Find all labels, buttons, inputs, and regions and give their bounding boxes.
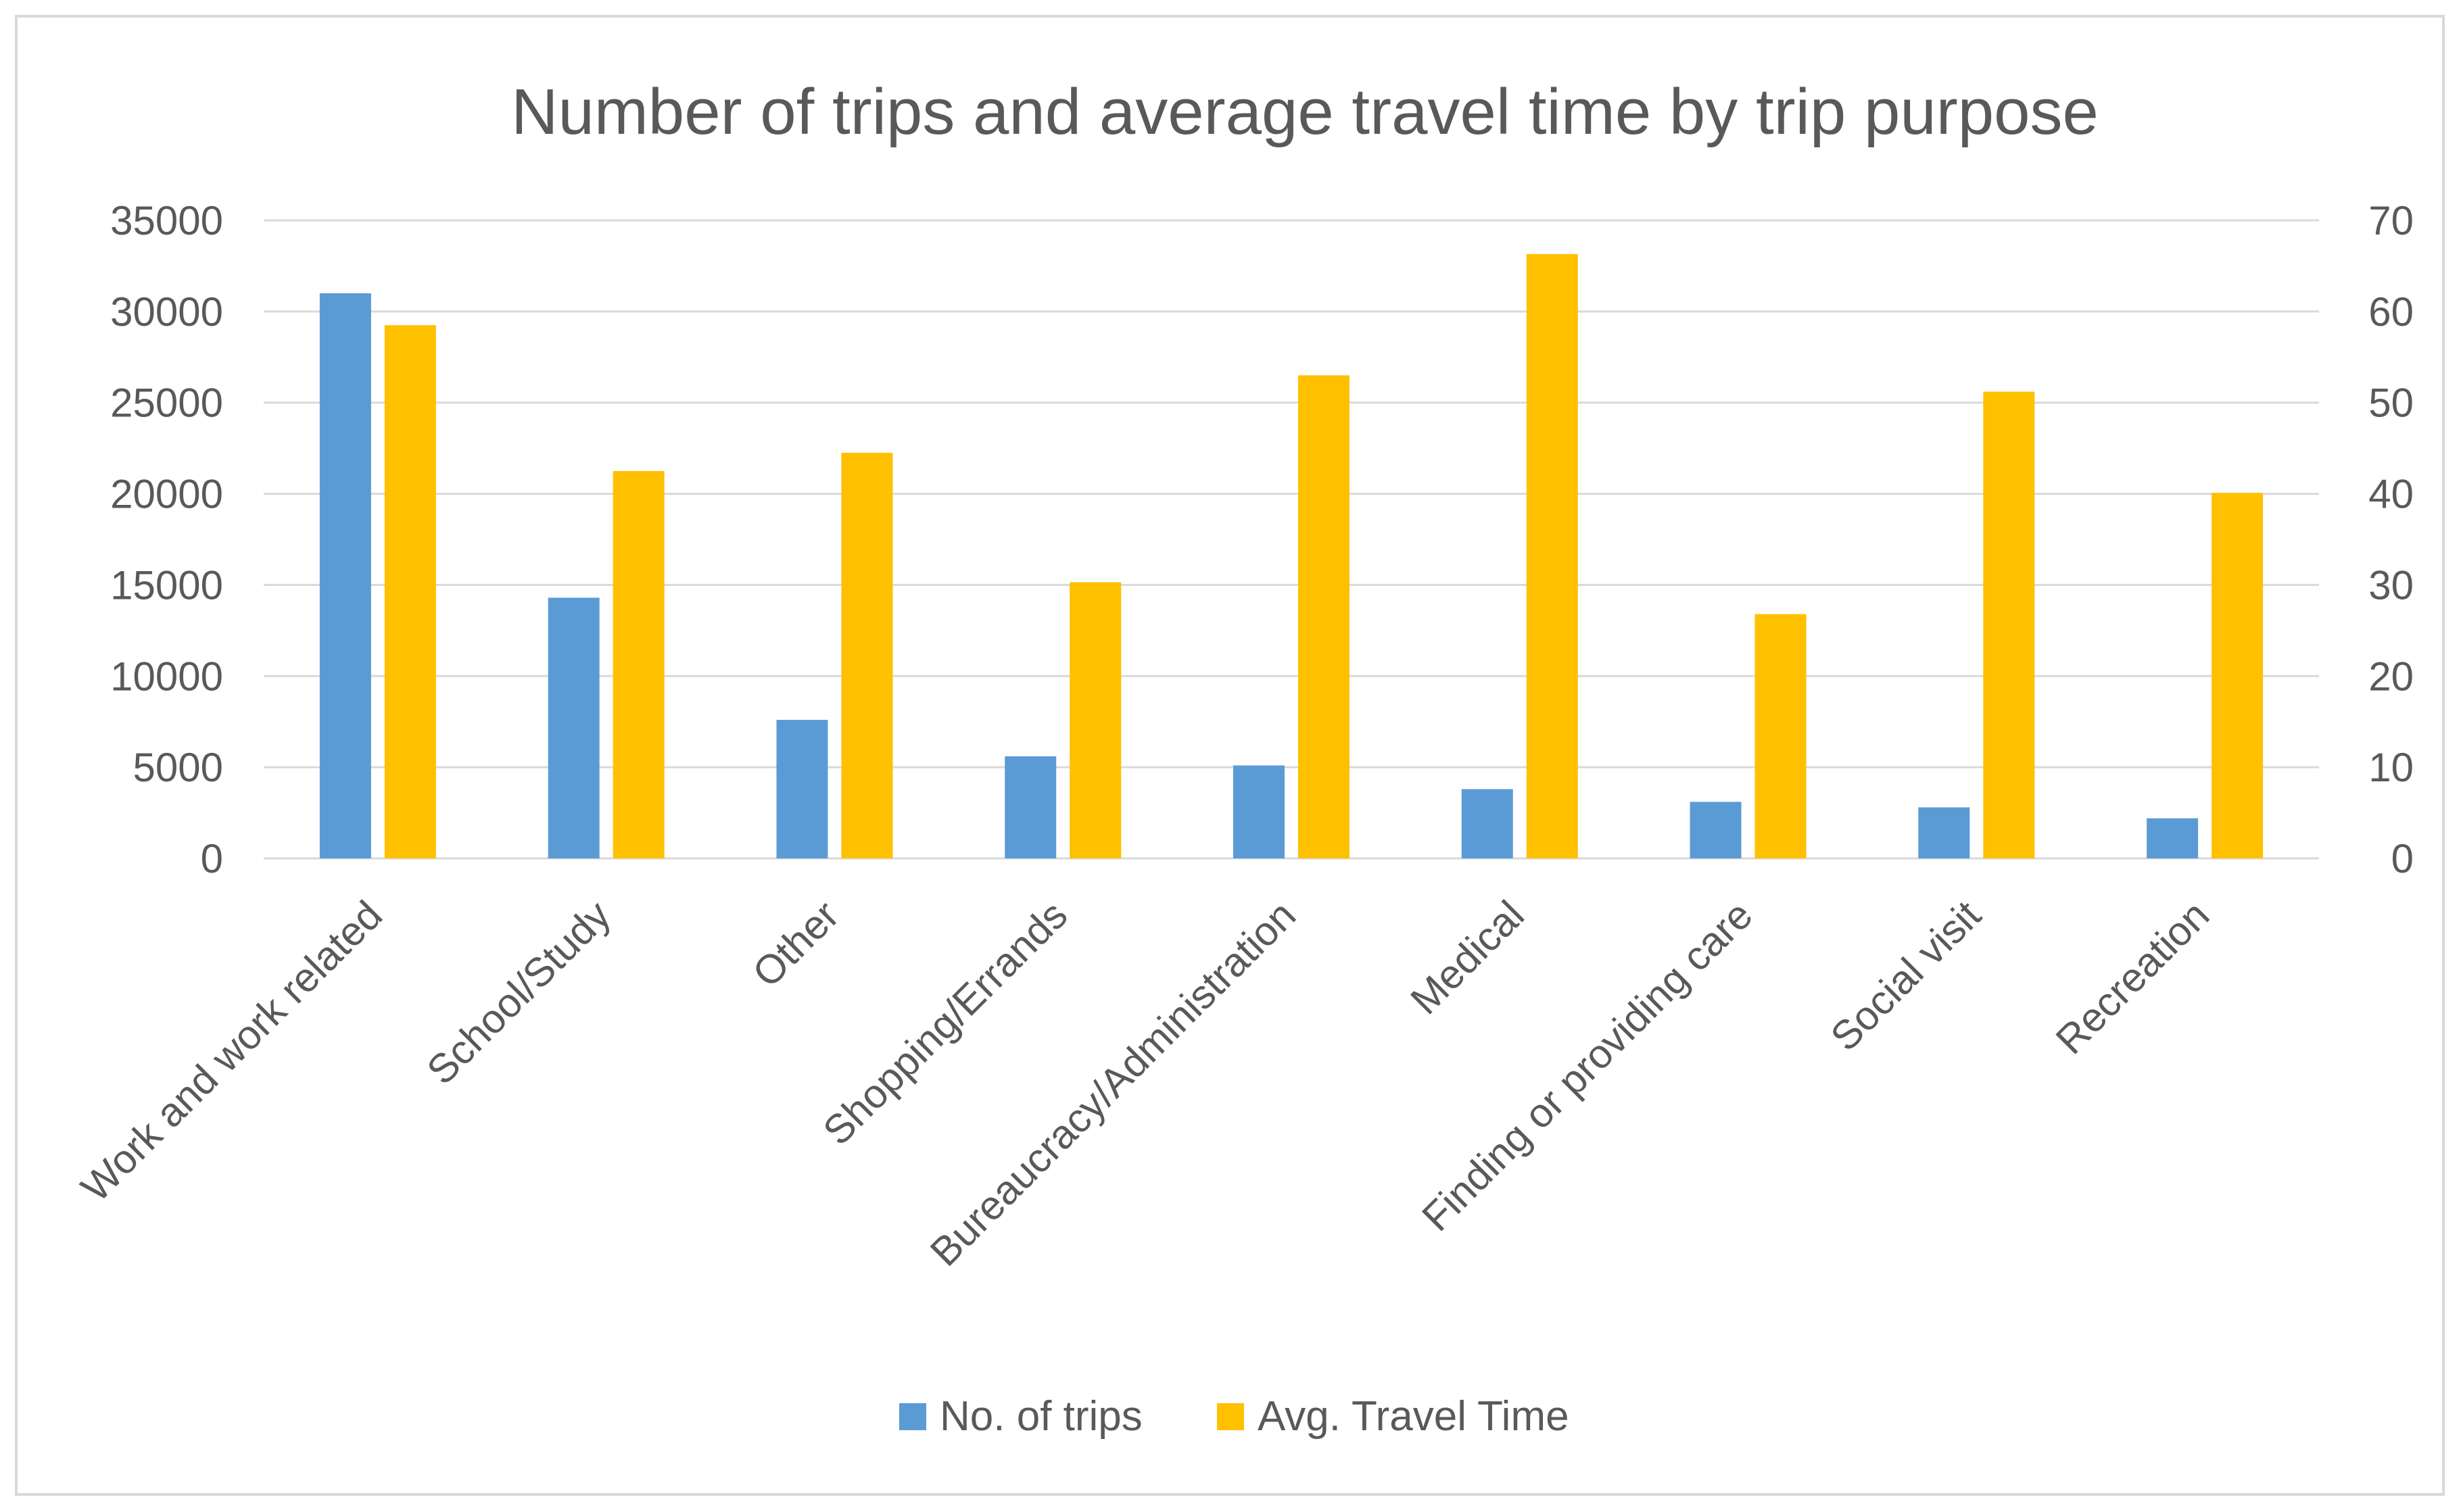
bars xyxy=(319,253,2264,859)
left-axis-ticks: 0 5000 10000 15000 20000 25000 30000 35000 xyxy=(110,198,223,881)
bar-travel-time xyxy=(1298,375,1349,858)
bar-travel-time xyxy=(613,470,665,858)
right-tick-label: 20 xyxy=(2368,654,2414,699)
bar-trips xyxy=(1233,765,1285,858)
bar-trips xyxy=(1918,807,1970,858)
category-label: Other xyxy=(744,892,847,996)
bar-trips xyxy=(2147,818,2199,858)
bar-travel-time xyxy=(1983,391,2035,858)
bar-travel-time xyxy=(1754,614,1807,858)
left-tick-label: 0 xyxy=(201,836,223,881)
bar-trips xyxy=(776,720,828,858)
left-tick-label: 5000 xyxy=(133,745,223,790)
bar-travel-time xyxy=(841,452,893,858)
right-tick-label: 0 xyxy=(2391,836,2414,881)
category-label: Shopping/Errands xyxy=(814,892,1076,1154)
bar-trips xyxy=(1005,756,1057,858)
legend-label-trips: No. of trips xyxy=(940,1393,1143,1440)
right-axis-ticks: 0 10 20 30 40 50 60 70 xyxy=(2368,198,2414,881)
chart-title: Number of trips and average travel time … xyxy=(511,76,2099,148)
bar-trips xyxy=(1461,789,1513,858)
left-tick-label: 25000 xyxy=(110,381,223,426)
left-tick-label: 20000 xyxy=(110,472,223,517)
category-label: Medical xyxy=(1402,892,1533,1023)
bar-trips xyxy=(319,293,371,858)
right-tick-label: 40 xyxy=(2368,472,2414,517)
left-tick-label: 30000 xyxy=(110,289,223,335)
legend-label-travel-time: Avg. Travel Time xyxy=(1258,1393,1569,1440)
category-label: Recreation xyxy=(2047,892,2218,1063)
legend-swatch-travel-time xyxy=(1217,1403,1244,1430)
bar-trips xyxy=(1690,802,1742,858)
gridlines xyxy=(264,219,2319,860)
bar-travel-time xyxy=(1070,582,1122,858)
bar-travel-time xyxy=(384,325,436,859)
right-tick-label: 50 xyxy=(2368,381,2414,426)
left-tick-label: 15000 xyxy=(110,562,223,608)
bar-trips xyxy=(548,598,600,858)
bar-travel-time xyxy=(2212,493,2264,858)
category-labels: Work and work related School/Study OtherSh… xyxy=(72,892,2218,1275)
category-label: Work and work related xyxy=(72,892,391,1211)
bar-travel-time xyxy=(1526,253,1578,858)
right-tick-label: 60 xyxy=(2368,289,2414,335)
category-label: School/Study xyxy=(418,892,619,1093)
category-label: Bureaucracy/Administration xyxy=(922,892,1304,1275)
right-tick-label: 10 xyxy=(2368,745,2414,790)
legend: No. of trips Avg. Travel Time xyxy=(899,1393,1569,1440)
category-label: Social visit xyxy=(1822,892,1990,1060)
right-tick-label: 30 xyxy=(2368,562,2414,608)
left-tick-label: 35000 xyxy=(110,198,223,243)
right-tick-label: 70 xyxy=(2368,198,2414,243)
legend-swatch-trips xyxy=(899,1403,926,1430)
left-tick-label: 10000 xyxy=(110,654,223,699)
